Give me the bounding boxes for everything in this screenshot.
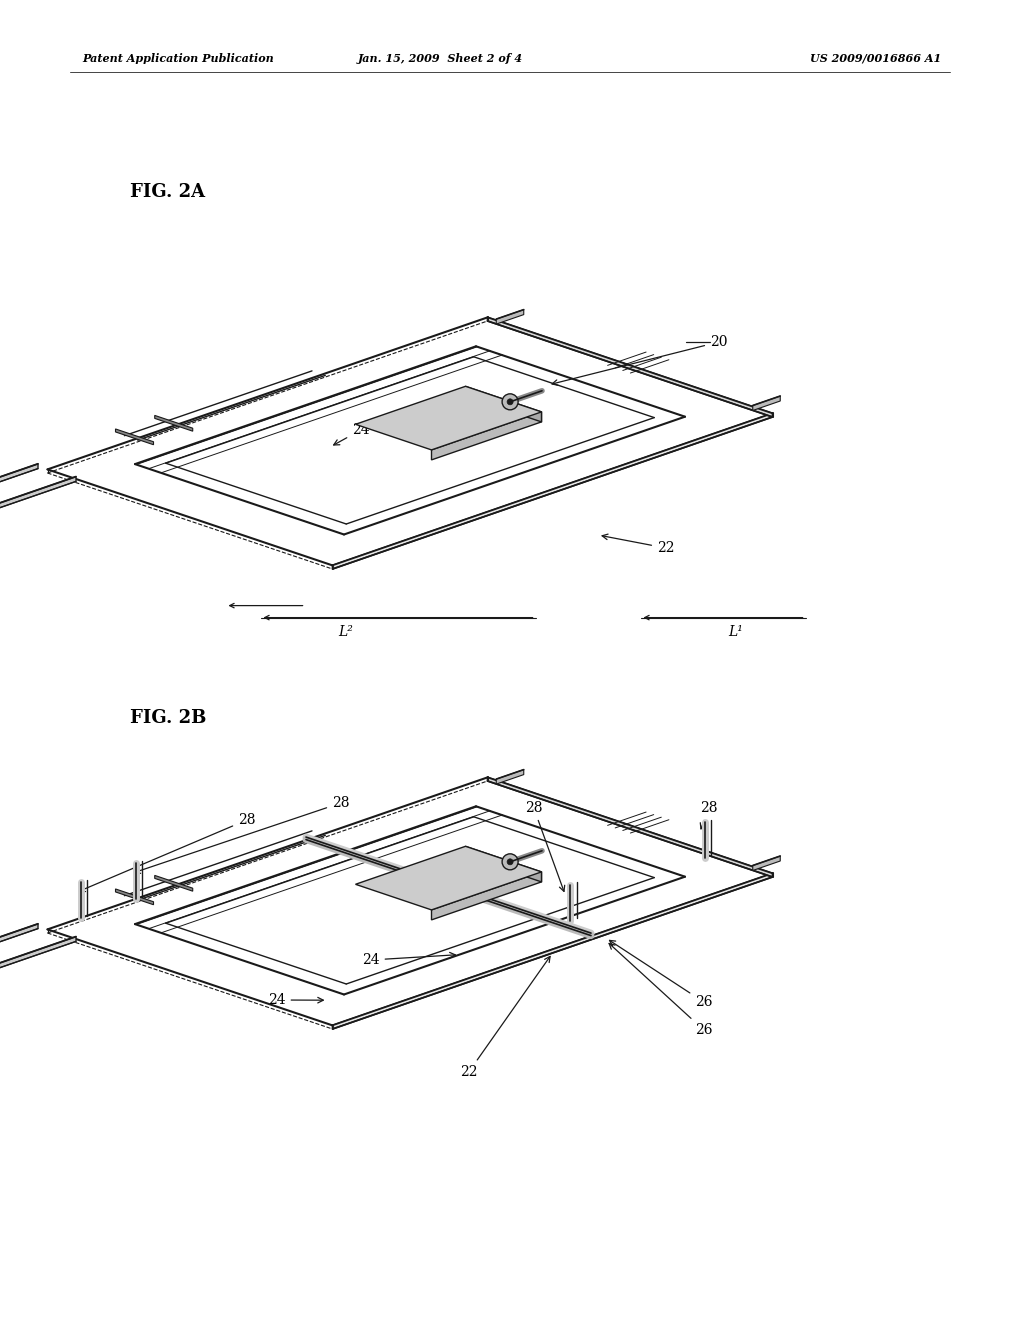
- Polygon shape: [497, 310, 523, 325]
- Polygon shape: [466, 387, 542, 422]
- Polygon shape: [487, 317, 772, 417]
- Polygon shape: [355, 846, 542, 909]
- Circle shape: [502, 393, 518, 409]
- Polygon shape: [431, 873, 542, 920]
- Text: 22: 22: [602, 535, 675, 554]
- Polygon shape: [0, 924, 38, 956]
- Text: 28: 28: [700, 801, 718, 829]
- Text: 20: 20: [552, 335, 727, 385]
- Text: FIG. 2A: FIG. 2A: [130, 183, 205, 201]
- Text: FIG. 2B: FIG. 2B: [130, 709, 207, 727]
- Text: 28: 28: [134, 796, 349, 874]
- Polygon shape: [355, 387, 542, 450]
- Text: Jan. 15, 2009  Sheet 2 of 4: Jan. 15, 2009 Sheet 2 of 4: [357, 53, 522, 63]
- Text: L¹: L¹: [728, 624, 743, 639]
- Text: 22: 22: [460, 957, 550, 1078]
- Text: US 2009/0016866 A1: US 2009/0016866 A1: [810, 53, 941, 63]
- Polygon shape: [116, 888, 154, 904]
- Polygon shape: [333, 874, 772, 1030]
- Text: 24: 24: [334, 422, 370, 445]
- Polygon shape: [466, 846, 542, 882]
- Text: 28: 28: [79, 813, 256, 891]
- Text: 28: 28: [525, 801, 564, 891]
- Polygon shape: [0, 463, 38, 495]
- Circle shape: [502, 854, 518, 870]
- Text: L²: L²: [338, 624, 353, 639]
- Polygon shape: [0, 937, 76, 968]
- Polygon shape: [116, 429, 154, 445]
- Polygon shape: [487, 777, 772, 876]
- Polygon shape: [0, 477, 76, 508]
- Text: 26: 26: [609, 944, 713, 1038]
- Polygon shape: [497, 770, 523, 784]
- Polygon shape: [155, 416, 193, 432]
- Text: 24: 24: [362, 953, 456, 968]
- Polygon shape: [155, 875, 193, 891]
- Circle shape: [507, 399, 513, 405]
- Polygon shape: [753, 396, 780, 411]
- Text: Patent Application Publication: Patent Application Publication: [82, 53, 273, 63]
- Polygon shape: [753, 855, 780, 870]
- Circle shape: [507, 859, 513, 865]
- Text: 26: 26: [609, 940, 713, 1008]
- Polygon shape: [333, 413, 772, 569]
- Polygon shape: [431, 412, 542, 459]
- Text: 24: 24: [268, 993, 324, 1007]
